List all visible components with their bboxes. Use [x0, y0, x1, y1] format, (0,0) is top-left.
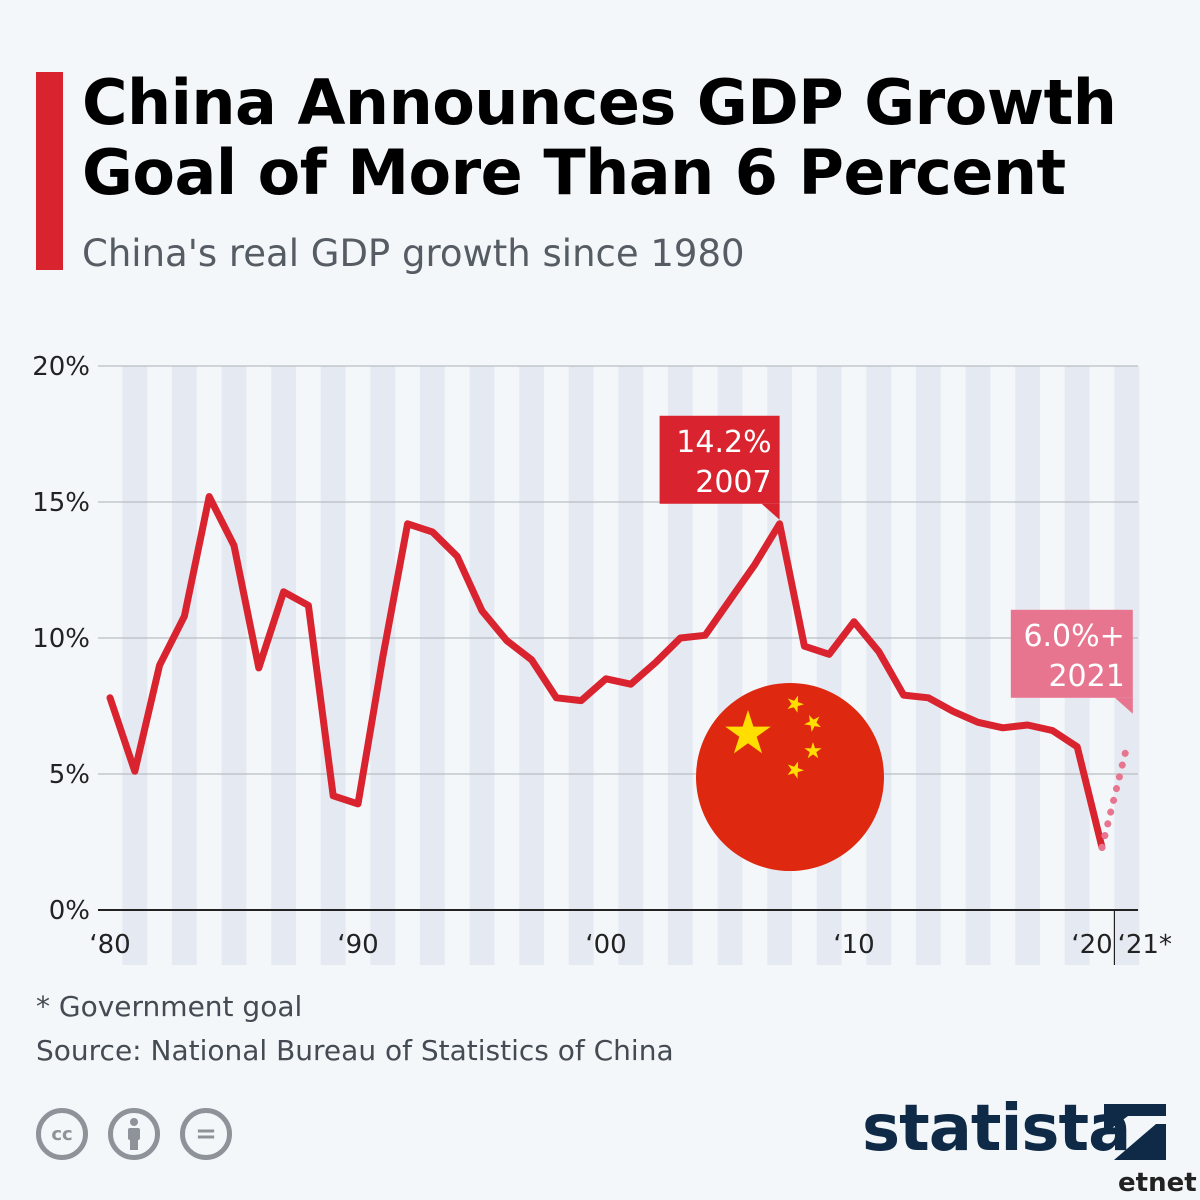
callout-box	[1010, 609, 1133, 698]
flag-small-star	[787, 761, 804, 779]
x-axis-ticks: ‘80 ‘90 ‘00 ‘10 ‘20 ‘21*	[89, 930, 1172, 960]
cc-icon[interactable]: cc	[36, 1108, 88, 1160]
flag-disc	[696, 683, 884, 871]
callout-year: 2007	[695, 465, 771, 500]
flag-small-star	[804, 742, 822, 759]
x-tick-label: ‘90	[337, 930, 378, 960]
callout-value: 6.0%+	[1023, 619, 1124, 654]
callout-pointer	[761, 503, 780, 520]
x-tick-label: ‘21*	[1118, 930, 1172, 960]
subtitle: China's real GDP growth since 1980	[82, 232, 745, 275]
year-stripe	[271, 366, 296, 965]
year-stripe	[320, 366, 346, 965]
year-stripe	[916, 366, 941, 965]
callout-year: 2021	[1048, 659, 1124, 694]
statista-logo-icon	[1104, 1104, 1166, 1160]
y-tick-label: 20%	[32, 352, 90, 382]
year-stripes	[122, 366, 1140, 965]
watermark: etnet	[1118, 1168, 1197, 1198]
gdp-series-line	[106, 493, 1106, 851]
callout-value: 14.2%	[676, 425, 771, 460]
title-line-2: Goal of More Than 6 Percent	[82, 136, 1066, 209]
year-stripe	[221, 366, 247, 965]
annotations: 14.2% 2007 6.0%+ 2021	[659, 415, 1133, 714]
callout-2007-peak: 14.2% 2007	[659, 415, 780, 520]
y-axis-ticks: 0% 5% 10% 15% 20%	[32, 352, 90, 926]
y-tick-label: 5%	[49, 760, 90, 790]
year-stripe	[122, 366, 148, 965]
year-stripe	[420, 366, 445, 965]
x-tick-label: ‘00	[585, 930, 626, 960]
flag-small-star	[787, 695, 804, 713]
year-stripe	[469, 366, 495, 965]
x-tick-label: ‘80	[89, 930, 130, 960]
flag-small-star	[804, 715, 821, 732]
goal-series-line	[1098, 743, 1131, 851]
person-icon	[128, 1118, 140, 1150]
footnote-government-goal: * Government goal	[36, 990, 303, 1023]
title-line-1: China Announces GDP Growth	[82, 66, 1117, 139]
y-tick-label: 0%	[49, 896, 90, 926]
china-flag-icon	[696, 683, 884, 871]
year-stripe	[618, 366, 644, 965]
callout-2021-goal: 6.0%+ 2021	[1010, 609, 1133, 714]
source-note: Source: National Bureau of Statistics of…	[36, 1034, 674, 1067]
gdp-line-chart: 0% 5% 10% 15% 20% ‘80 ‘90 ‘00 ‘10 ‘20 ‘21* 14.2% 2…	[32, 352, 1172, 965]
y-tick-label: 15%	[32, 488, 90, 518]
series-group	[106, 493, 1131, 851]
callout-pointer	[1114, 697, 1133, 714]
page-title: China Announces GDP Growth Goal of More …	[82, 68, 1182, 208]
accent-bar	[36, 72, 63, 270]
flag-big-star	[725, 710, 771, 754]
year-stripe	[816, 366, 842, 965]
year-stripe	[172, 366, 197, 965]
year-stripe	[965, 366, 991, 965]
brand-logo-text: statista	[862, 1092, 1131, 1166]
x-tick-label: ‘10	[833, 930, 874, 960]
x-tick-label: ‘20	[1071, 930, 1112, 960]
y-tick-label: 10%	[32, 624, 90, 654]
year-stripe	[568, 366, 594, 965]
nd-icon[interactable]: =	[180, 1108, 232, 1160]
callout-box	[659, 415, 780, 504]
by-icon[interactable]	[108, 1108, 160, 1160]
